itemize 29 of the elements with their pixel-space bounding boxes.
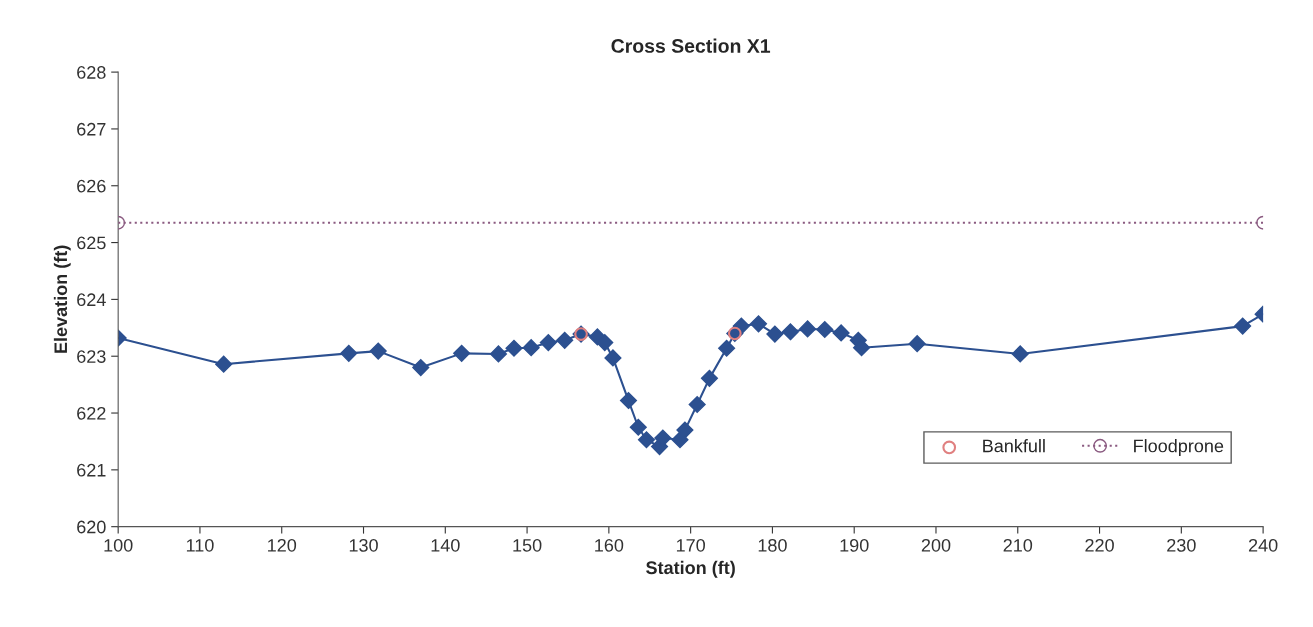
x-tick-label: 100	[104, 538, 133, 552]
x-tick-label: 120	[268, 538, 297, 552]
x-tick-label: 190	[840, 538, 869, 552]
y-tick-label: 620	[77, 520, 106, 534]
y-axis-title: Elevation (ft)	[53, 245, 71, 353]
x-tick-label: 200	[921, 538, 951, 552]
x-tick-label: 130	[349, 538, 378, 552]
x-tick-label: 220	[1085, 538, 1114, 552]
y-tick-label: 622	[77, 406, 106, 420]
y-tick-label: 623	[77, 350, 106, 363]
legend-label: Bankfull	[983, 439, 1045, 453]
y-tick-label: 621	[77, 463, 106, 477]
y-tick-label: 627	[77, 122, 106, 136]
x-axis-title: Station (ft)	[646, 560, 735, 578]
legend-label: Floodprone	[1134, 439, 1224, 456]
x-tick-label: 240	[1248, 538, 1278, 552]
x-tick-label: 140	[431, 538, 460, 552]
x-tick-label: 180	[758, 538, 787, 552]
y-tick-label: 624	[77, 293, 106, 307]
y-tick-label: 625	[77, 236, 106, 250]
x-tick-label: 110	[186, 538, 214, 552]
chart-title: Cross Section X1	[611, 38, 771, 53]
x-tick-label: 170	[676, 538, 705, 552]
y-tick-label: 628	[77, 66, 106, 79]
x-tick-label: 160	[595, 538, 624, 552]
y-tick-label: 626	[77, 179, 106, 193]
x-tick-label: 150	[513, 538, 542, 552]
x-tick-label: 230	[1167, 538, 1196, 552]
x-tick-label: 210	[1003, 538, 1033, 552]
